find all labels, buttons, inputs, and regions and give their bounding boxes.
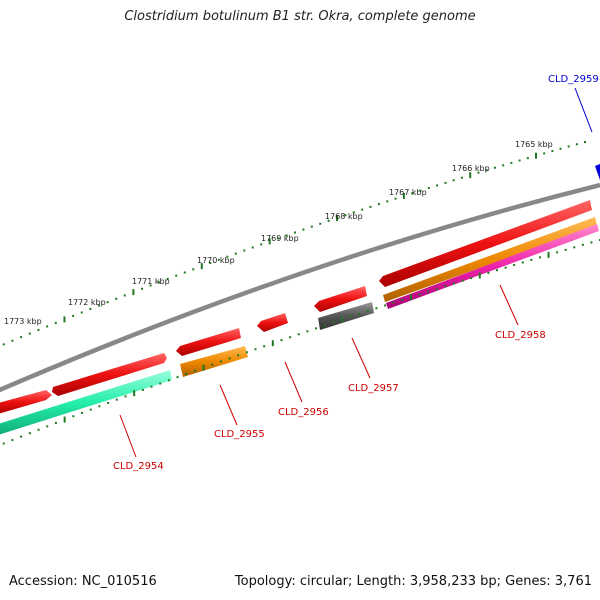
reverse-strand-features [0,164,600,436]
map-title: Clostridium botulinum B1 str. Okra, comp… [124,9,476,24]
orange-feature[interactable] [180,346,248,377]
forward-strand-features [0,200,592,414]
scale-label: 1769 kbp [261,234,299,243]
scale-label: 1773 kbp [4,317,42,326]
cds-feature[interactable] [52,353,167,396]
scale-label: 1771 kbp [132,277,170,286]
gene-label[interactable]: CLD_2957 [348,383,399,394]
gene-label[interactable]: CLD_2956 [278,407,329,418]
gene-label[interactable]: CLD_2958 [495,330,546,341]
cds-feature[interactable] [257,313,288,332]
green-feature[interactable] [0,370,172,436]
inner-scale-ticks [2,239,600,445]
topology-text: Topology: circular; Length: 3,958,233 bp… [234,574,592,589]
scale-label: 1772 kbp [68,298,106,307]
cds-feature[interactable] [176,328,241,356]
gray-feature[interactable] [318,302,374,330]
gene-label[interactable]: CLD_2959 [548,74,599,85]
blue-feature[interactable] [595,164,600,180]
gene-label[interactable]: CLD_2955 [214,429,265,440]
scale-label: 1766 kbp [452,164,490,173]
scale-label: 1768 kbp [325,212,363,221]
orange-feature[interactable] [383,217,597,302]
scale-label: 1770 kbp [197,256,235,265]
scale-label: 1767 kbp [389,188,427,197]
cds-feature[interactable] [379,200,592,287]
outer-scale-ticks [2,141,586,346]
leader-lines [119,87,593,458]
gene-label[interactable]: CLD_2954 [113,461,164,472]
pink-feature[interactable] [386,224,599,309]
genome-backbone [0,182,600,393]
gene-labels: CLD_2959 CLD_2958 CLD_2957 CLD_2956 CLD_… [113,74,599,472]
cds-feature[interactable] [314,286,367,312]
cds-feature[interactable] [0,390,52,414]
outer-scale-labels: 1773 kbp 1772 kbp 1771 kbp 1770 kbp 1769 kbp… [4,140,553,326]
scale-label: 1765 kbp [515,140,553,149]
accession-text: Accession: NC_010516 [9,574,157,589]
